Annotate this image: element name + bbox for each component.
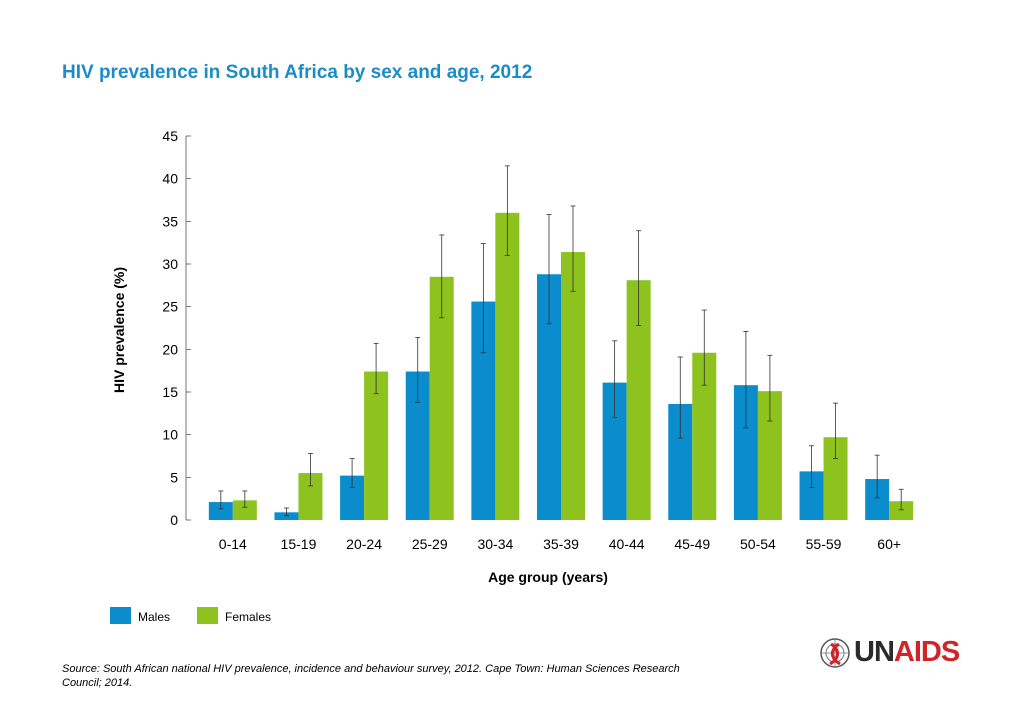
legend-label-males: Males (138, 610, 170, 624)
y-tick-label: 10 (162, 427, 178, 443)
x-tick-label: 25-29 (412, 536, 448, 552)
y-tick-label: 30 (162, 256, 178, 272)
x-tick-label: 50-54 (740, 536, 776, 552)
y-tick-label: 15 (162, 384, 178, 400)
y-tick-label: 20 (162, 341, 178, 357)
bar-females-30-34 (495, 212, 520, 521)
y-tick-label: 25 (162, 299, 178, 315)
bar-males-0-14 (208, 502, 233, 520)
chart-title: HIV prevalence in South Africa by sex an… (62, 62, 533, 83)
bar-males-15-19 (274, 512, 299, 520)
bar-females-20-24 (364, 371, 389, 520)
y-tick-label: 0 (170, 512, 178, 528)
bar-chart: 0 5 10 15 20 25 30 35 40 45 0-14 15-19 20-24 25-29 30… (110, 128, 914, 624)
bars (208, 212, 914, 521)
bar-females-0-14 (232, 500, 257, 520)
source-note: Source: South African national HIV preva… (62, 663, 680, 689)
legend-label-females: Females (225, 610, 271, 624)
x-tick-label: 35-39 (543, 536, 579, 552)
x-tick-label: 60+ (877, 536, 901, 552)
y-tick-label: 45 (162, 128, 178, 144)
x-tick-label: 30-34 (477, 536, 513, 552)
bar-females-60+ (889, 501, 914, 520)
x-tick-label: 45-49 (674, 536, 710, 552)
legend-swatch-males (110, 607, 131, 624)
legend: Males Females (110, 607, 271, 624)
x-tick-label: 40-44 (609, 536, 645, 552)
x-tick-label: 15-19 (281, 536, 317, 552)
x-tick-label: 55-59 (806, 536, 842, 552)
bar-females-35-39 (561, 252, 585, 520)
un-emblem-icon (820, 638, 850, 668)
x-axis: 0-14 15-19 20-24 25-29 30-34 35-39 40-44 45-49 5… (219, 536, 901, 552)
legend-swatch-females (197, 607, 218, 624)
y-tick-label: 5 (170, 469, 178, 485)
logo-un-text: UN (854, 636, 895, 668)
logo-aids-text: AIDS (893, 636, 960, 668)
x-tick-label: 0-14 (219, 536, 247, 552)
y-axis: 0 5 10 15 20 25 30 35 40 45 (162, 128, 191, 528)
y-tick-label: 40 (162, 171, 178, 187)
error-bars (218, 165, 904, 517)
y-axis-label: HIV prevalence (%) (111, 267, 127, 393)
y-tick-label: 35 (162, 213, 178, 229)
x-axis-label: Age group (years) (488, 569, 608, 585)
x-tick-label: 20-24 (346, 536, 382, 552)
unaids-logo: UNAIDS (818, 632, 968, 672)
